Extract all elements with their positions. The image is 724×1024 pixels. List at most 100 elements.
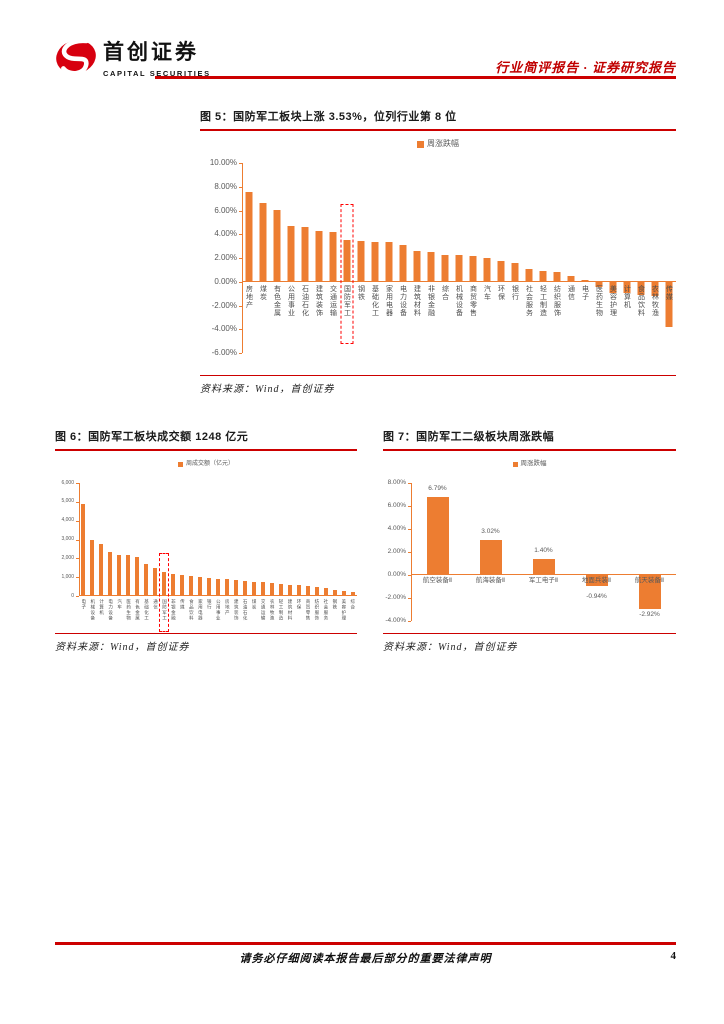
bar-slot: 农林牧渔 — [648, 163, 662, 353]
data-label: -0.94% — [586, 593, 607, 600]
bar-slot: 航海装备Ⅱ 3.02% — [464, 483, 517, 621]
bar-slot: 房地产 — [223, 483, 232, 616]
bar-slot: 汽车 — [115, 483, 124, 610]
x-axis-label: 建筑装饰 — [234, 599, 240, 621]
x-axis-label: 环保 — [497, 285, 505, 301]
bar — [287, 226, 295, 282]
x-axis-label: 电子 — [581, 285, 589, 301]
bar — [224, 579, 229, 596]
legend-label: 周涨跌幅 — [427, 139, 459, 148]
bar-slot: 地面兵装Ⅱ -0.94% — [570, 483, 623, 621]
plot-area: 航空装备Ⅱ 6.79% 航海装备Ⅱ 3.02% 军工电子Ⅱ 1.40% 地面兵装Ⅱ -0.94… — [408, 483, 676, 622]
x-axis-label: 航海装备Ⅱ — [475, 577, 506, 584]
bar-slot: 基础化工 — [142, 483, 151, 621]
y-tick-label: 10.00% — [209, 158, 237, 167]
bar-slot: 电子 — [79, 483, 88, 610]
data-label: 3.02% — [481, 528, 500, 536]
x-axis-label: 国防军工 — [162, 599, 168, 621]
bar — [638, 575, 661, 609]
bar-slot: 煤炭 — [249, 483, 258, 610]
x-axis-label: 纺织服饰 — [314, 599, 320, 621]
x-axis-label: 通信 — [567, 285, 575, 301]
x-axis-label: 农林牧渔 — [651, 285, 659, 317]
x-axis-label: 纺织服饰 — [553, 285, 561, 317]
bar-slot: 通信 — [151, 483, 160, 610]
bar-slot: 交通运输 — [326, 163, 340, 353]
x-axis-label: 有色金属 — [273, 285, 281, 317]
bar-slot: 环保 — [494, 163, 508, 353]
bar — [171, 574, 176, 596]
bar-slot: 通信 — [564, 163, 578, 353]
bar-slot: 轻工制造 — [276, 483, 285, 621]
bar — [525, 268, 533, 282]
bar — [251, 581, 256, 596]
bar — [81, 503, 86, 596]
logo-s-icon — [55, 38, 97, 81]
figure-7-source: 资料来源：Wind，首创证券 — [383, 633, 676, 653]
x-axis-label: 商贸零售 — [305, 599, 311, 621]
y-tick-label: 6.00% — [387, 501, 406, 509]
bar — [385, 242, 393, 282]
bar — [269, 583, 274, 596]
x-axis-label: 钢铁 — [332, 599, 338, 610]
x-axis-label: 航空装备Ⅱ — [422, 577, 453, 584]
y-tick-label: 4.00% — [387, 524, 406, 532]
bar — [315, 230, 323, 282]
x-axis-label: 公用事业 — [216, 599, 222, 621]
bar-slot: 医药生物 — [124, 483, 133, 621]
bar — [323, 588, 328, 596]
bar — [427, 251, 435, 282]
bar — [189, 576, 194, 596]
bar — [350, 592, 355, 596]
x-axis-label: 房地产 — [245, 285, 253, 309]
bar — [651, 282, 659, 297]
x-axis-label: 机械设备 — [455, 285, 463, 317]
bar — [162, 572, 167, 596]
bar-slot: 电力设备 — [106, 483, 115, 621]
x-axis-label: 地面兵装Ⅱ — [581, 577, 612, 584]
x-axis-label: 有色金属 — [135, 599, 141, 621]
figure-5-title-rule — [200, 129, 676, 131]
x-axis-label: 电力设备 — [108, 599, 114, 621]
y-tick-label: 0 — [71, 592, 74, 599]
figure-6-title: 图 6：国防军工板块成交额 1248 亿元 — [55, 431, 249, 443]
legend-label: 周成交额（亿元） — [185, 461, 234, 467]
bar-slot: 综合 — [438, 163, 452, 353]
x-axis-label: 建筑材料 — [288, 599, 294, 621]
x-axis-label: 轻工制造 — [539, 285, 547, 317]
y-tick-label: 0.00% — [387, 570, 406, 578]
bar — [314, 587, 319, 596]
capital-securities-logo: 首创证券 CAPITAL SECURITIES — [55, 38, 211, 81]
y-tick-label: 6,000 — [61, 479, 74, 486]
y-tick-label: 3,000 — [61, 536, 74, 542]
x-axis-label: 国防军工 — [343, 285, 351, 317]
x-axis-label: 美容护理 — [609, 285, 617, 317]
x-axis-label: 交通运输 — [329, 285, 337, 317]
y-tick-label: 1,000 — [61, 573, 74, 580]
bar-slot: 机械设备 — [452, 163, 466, 353]
bar — [581, 280, 589, 282]
bar — [357, 241, 365, 282]
bar-slot: 国防军工 — [340, 163, 354, 353]
bar — [144, 564, 149, 596]
bar — [371, 241, 379, 282]
bar-slot: 建筑材料 — [410, 163, 424, 353]
bar — [301, 226, 309, 282]
x-axis-label: 银行 — [207, 599, 213, 610]
figure-7-title: 图 7：国防军工二级板块周涨跌幅 — [383, 431, 555, 443]
bar — [108, 551, 113, 596]
bar — [287, 584, 292, 596]
bar-slot: 建筑装饰 — [231, 483, 240, 621]
bar — [623, 282, 631, 293]
bar-slot: 有色金属 — [270, 163, 284, 353]
y-tick-label: 2.00% — [387, 547, 406, 555]
bar-slot: 基础化工 — [368, 163, 382, 353]
highlight-box — [340, 204, 354, 344]
bar-slot: 国防军工 — [159, 483, 170, 632]
x-axis-label: 传媒 — [180, 599, 186, 610]
bar — [553, 271, 561, 282]
bar — [539, 271, 547, 282]
data-label: 6.79% — [428, 484, 447, 492]
bar — [305, 586, 310, 596]
figure-6-block: 图 6：国防军工板块成交额 1248 亿元 周成交额（亿元） 6,000 5,00… — [55, 430, 357, 632]
